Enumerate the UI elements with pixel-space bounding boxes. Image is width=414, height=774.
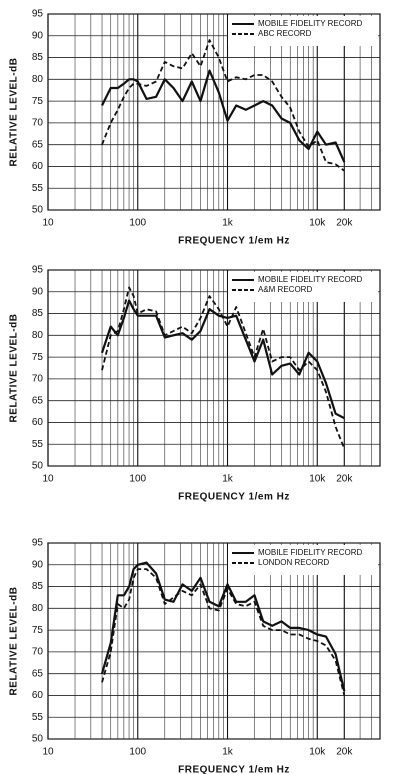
series-line bbox=[100, 561, 346, 692]
series-line bbox=[100, 299, 345, 420]
x-tick-label: 10k bbox=[309, 218, 326, 229]
x-tick-label: 10 bbox=[42, 747, 54, 758]
y-tick-label: 80 bbox=[32, 330, 44, 341]
y-tick-label: 65 bbox=[32, 668, 44, 679]
y-tick-label: 95 bbox=[32, 538, 44, 549]
x-axis-label: FREQUENCY 1/em Hz bbox=[178, 236, 290, 247]
series-line bbox=[101, 568, 346, 696]
x-tick-label: 1k bbox=[222, 474, 234, 485]
x-tick-label: 10 bbox=[42, 218, 54, 229]
y-tick-label: 65 bbox=[32, 139, 44, 150]
y-tick-label: 50 bbox=[32, 734, 44, 745]
x-tick-label: 10k bbox=[309, 747, 326, 758]
y-tick-label: 95 bbox=[32, 265, 44, 276]
y-axis-label: RELATIVE LEVEL-dB bbox=[9, 587, 20, 696]
legend-label: MOBILE FIDELITY RECORD bbox=[258, 548, 363, 557]
x-tick-label: 20k bbox=[336, 474, 353, 485]
y-tick-label: 80 bbox=[32, 74, 44, 85]
y-tick-label: 55 bbox=[32, 439, 44, 450]
plot-area bbox=[47, 542, 381, 740]
y-tick-label: 70 bbox=[32, 118, 44, 129]
x-tick-label: 10 bbox=[42, 474, 54, 485]
y-tick-label: 60 bbox=[32, 690, 44, 701]
x-tick-label: 10k bbox=[309, 474, 326, 485]
legend-box bbox=[228, 272, 378, 302]
legend-label: MOBILE FIDELITY RECORD bbox=[258, 275, 363, 284]
y-tick-label: 50 bbox=[32, 205, 44, 216]
y-tick-label: 75 bbox=[32, 352, 44, 363]
y-tick-label: 85 bbox=[32, 581, 44, 592]
legend-box bbox=[228, 16, 378, 46]
y-tick-label: 90 bbox=[32, 286, 44, 297]
series-line bbox=[101, 69, 346, 163]
y-tick-label: 70 bbox=[32, 374, 44, 385]
legend-label: ABC RECORD bbox=[258, 29, 312, 38]
x-tick-label: 1k bbox=[222, 747, 234, 758]
y-tick-label: 60 bbox=[32, 417, 44, 428]
y-tick-label: 75 bbox=[32, 625, 44, 636]
legend-box bbox=[228, 545, 378, 575]
x-axis-label: FREQUENCY 1/em Hz bbox=[178, 492, 290, 503]
y-tick-label: 50 bbox=[32, 461, 44, 472]
x-axis-label: FREQUENCY 1/em Hz bbox=[178, 765, 290, 774]
y-axis-label: RELATIVE LEVEL-dB bbox=[9, 314, 20, 423]
x-tick-label: 1k bbox=[222, 218, 234, 229]
y-tick-label: 55 bbox=[32, 183, 44, 194]
y-tick-label: 90 bbox=[32, 30, 44, 41]
x-tick-label: 100 bbox=[129, 218, 146, 229]
y-tick-label: 55 bbox=[32, 712, 44, 723]
x-tick-label: 20k bbox=[336, 218, 353, 229]
y-tick-label: 90 bbox=[32, 559, 44, 570]
x-tick-label: 100 bbox=[129, 474, 146, 485]
y-tick-label: 60 bbox=[32, 161, 44, 172]
legend-label: MOBILE FIDELITY RECORD bbox=[258, 19, 363, 28]
x-tick-label: 20k bbox=[336, 747, 353, 758]
x-tick-label: 100 bbox=[129, 747, 146, 758]
y-tick-label: 65 bbox=[32, 395, 44, 406]
series-line bbox=[101, 39, 345, 172]
y-tick-label: 95 bbox=[32, 9, 44, 20]
legend-label: LONDON RECORD bbox=[258, 558, 329, 567]
legend-label: A&M RECORD bbox=[258, 285, 312, 294]
y-tick-label: 85 bbox=[32, 52, 44, 63]
y-tick-label: 75 bbox=[32, 96, 44, 107]
y-tick-label: 85 bbox=[32, 308, 44, 319]
series-line bbox=[101, 286, 346, 449]
y-axis-label: RELATIVE LEVEL-dB bbox=[9, 58, 20, 167]
y-tick-label: 70 bbox=[32, 647, 44, 658]
y-tick-label: 80 bbox=[32, 603, 44, 614]
